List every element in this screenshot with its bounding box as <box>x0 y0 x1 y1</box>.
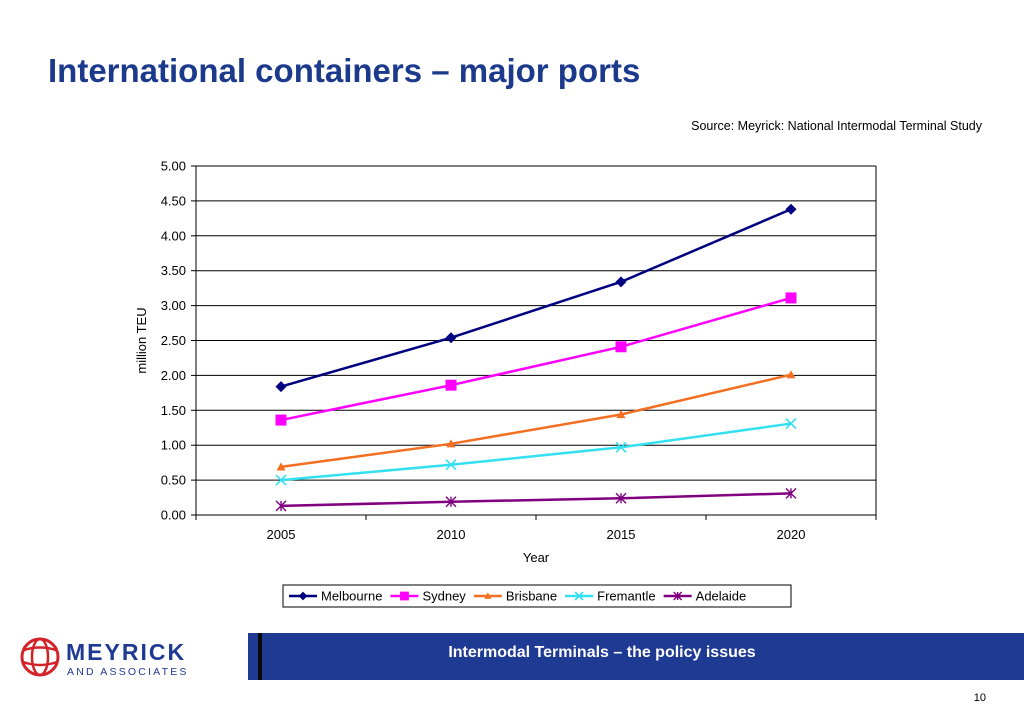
y-axis-label: million TEU <box>134 307 149 373</box>
x-tick-label: 2005 <box>267 527 296 542</box>
data-point-sydney <box>445 379 457 391</box>
slide-title: International containers – major ports <box>48 52 641 89</box>
y-tick-label: 1.50 <box>161 403 186 418</box>
y-tick-label: 4.50 <box>161 193 186 208</box>
data-point-adelaide <box>785 487 797 499</box>
globe-logo-icon <box>20 637 60 677</box>
logo-name: MEYRICK <box>66 639 187 665</box>
data-point-adelaide <box>445 496 457 508</box>
legend-marker-brisbane <box>484 592 492 599</box>
source-note: Source: Meyrick: National Intermodal Ter… <box>691 119 982 133</box>
x-tick-label: 2020 <box>777 527 806 542</box>
y-tick-label: 2.00 <box>161 368 186 383</box>
data-point-brisbane <box>616 409 626 419</box>
legend-marker-melbourne <box>298 591 308 601</box>
series-line-adelaide <box>280 492 792 508</box>
y-tick-label: 4.00 <box>161 228 186 243</box>
x-tick-label: 2015 <box>607 527 636 542</box>
y-tick-label: 1.00 <box>161 438 186 453</box>
data-point-sydney <box>615 341 627 353</box>
footer-divider <box>258 633 262 680</box>
legend-label-brisbane: Brisbane <box>506 589 557 604</box>
series-line-brisbane <box>280 373 792 469</box>
x-tick-label: 2010 <box>437 527 466 542</box>
x-axis-label: Year <box>523 550 550 565</box>
legend-label-sydney: Sydney <box>422 589 466 604</box>
legend-label-fremantle: Fremantle <box>597 589 656 604</box>
y-tick-label: 5.00 <box>161 159 186 174</box>
data-point-adelaide <box>615 492 627 504</box>
data-point-melbourne <box>785 203 797 215</box>
company-logo: MEYRICK AND ASSOCIATES <box>18 633 218 681</box>
data-point-sydney <box>275 414 287 426</box>
y-tick-label: 0.50 <box>161 473 186 488</box>
line-chart: 0.00 0.50 1.00 1.50 2.00 2.50 3.00 3.50 4.00 4.50… <box>134 159 877 608</box>
y-tick-label: 0.00 <box>161 508 186 523</box>
data-point-fremantle <box>445 459 457 471</box>
legend-marker-fremantle <box>574 591 584 601</box>
data-point-brisbane <box>446 439 456 448</box>
data-point-fremantle <box>275 474 287 486</box>
y-tick-label: 3.50 <box>161 263 186 278</box>
legend-label-adelaide: Adelaide <box>696 589 747 604</box>
series-line-fremantle <box>280 422 792 482</box>
footer-text: Intermodal Terminals – the policy issues <box>448 644 756 661</box>
legend-marker-adelaide <box>673 591 683 601</box>
series-line-melbourne <box>280 208 792 388</box>
data-point-fremantle <box>615 441 627 453</box>
data-point-sydney <box>785 292 797 304</box>
y-tick-label: 2.50 <box>161 333 186 348</box>
data-point-brisbane <box>276 462 286 471</box>
legend-label-melbourne: Melbourne <box>321 589 382 604</box>
data-point-melbourne <box>615 276 627 288</box>
data-point-adelaide <box>275 500 287 512</box>
logo-subtitle: AND ASSOCIATES <box>67 666 189 678</box>
data-point-melbourne <box>275 381 287 393</box>
legend-box <box>282 584 792 608</box>
y-tick-label: 3.00 <box>161 298 186 313</box>
page-number: 10 <box>973 692 986 704</box>
legend-marker-sydney <box>400 591 409 601</box>
data-point-brisbane <box>786 370 796 379</box>
series-line-sydney <box>280 296 792 422</box>
footer-bar <box>248 633 1024 680</box>
data-point-melbourne <box>445 332 457 344</box>
data-point-fremantle <box>785 417 797 430</box>
